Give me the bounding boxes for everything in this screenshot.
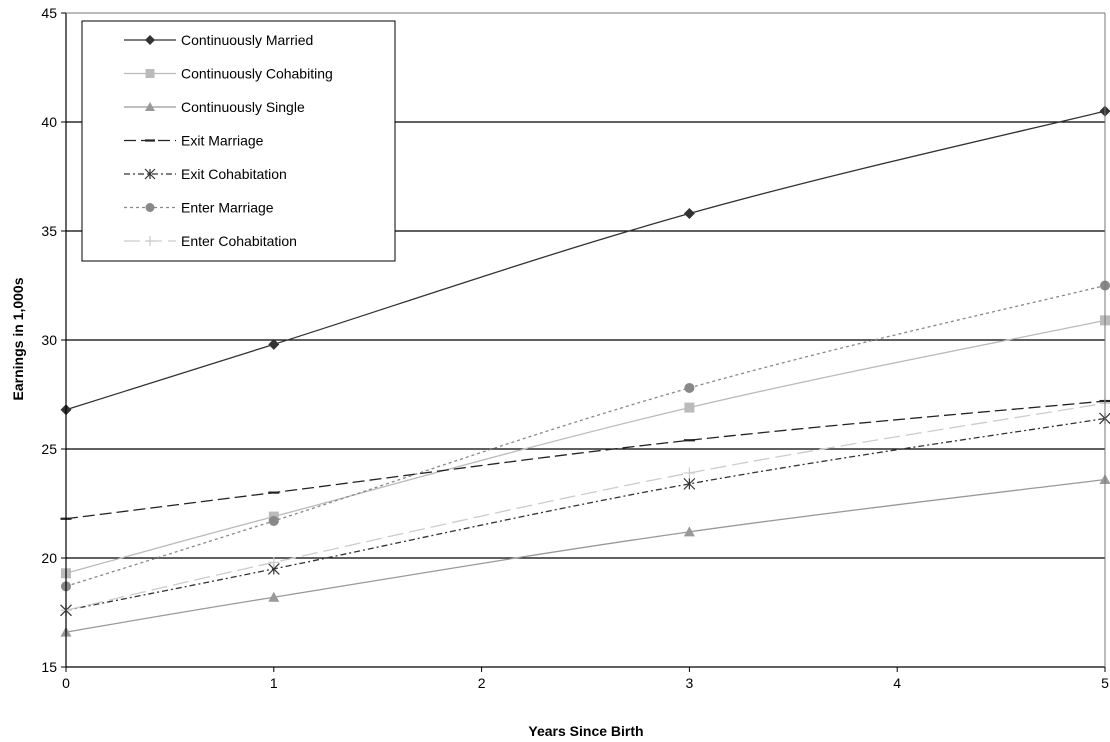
series-line bbox=[65, 478, 1106, 633]
series-line bbox=[65, 417, 1106, 611]
series-exit-marriage bbox=[60, 399, 1110, 520]
legend-label: Continuously Single bbox=[181, 99, 305, 115]
data-point bbox=[268, 591, 280, 602]
series-line bbox=[65, 400, 1106, 520]
legend-label: Exit Marriage bbox=[181, 133, 264, 149]
data-point bbox=[144, 168, 156, 180]
x-tick-label: 5 bbox=[1101, 675, 1109, 691]
y-tick-label: 35 bbox=[41, 223, 57, 239]
data-point bbox=[145, 35, 155, 45]
series-exit-cohabitation bbox=[60, 412, 1110, 617]
data-point bbox=[145, 236, 155, 246]
series-enter-cohabitation bbox=[60, 397, 1110, 616]
y-tick-label: 15 bbox=[41, 659, 57, 675]
x-tick-label: 2 bbox=[478, 675, 486, 691]
legend-entry: Exit Cohabitation bbox=[124, 166, 287, 182]
legend-label: Continuously Married bbox=[181, 32, 313, 48]
data-point bbox=[684, 402, 695, 413]
data-point bbox=[145, 102, 155, 111]
series-continuously-cohabiting bbox=[61, 315, 1110, 579]
legend-entry: Continuously Single bbox=[124, 99, 305, 115]
y-tick-label: 25 bbox=[41, 441, 57, 457]
legend-label: Exit Cohabitation bbox=[181, 166, 287, 182]
series-line bbox=[65, 284, 1106, 587]
series-line bbox=[65, 319, 1106, 574]
data-point bbox=[683, 477, 696, 490]
legend-entry: Enter Marriage bbox=[124, 200, 274, 216]
series-continuously-single bbox=[60, 474, 1110, 637]
data-point bbox=[145, 69, 155, 78]
y-tick-label: 45 bbox=[41, 5, 57, 21]
y-tick-label: 20 bbox=[41, 550, 57, 566]
legend-label: Continuously Cohabiting bbox=[181, 66, 333, 82]
y-tick-label: 40 bbox=[41, 114, 57, 130]
series-line bbox=[65, 110, 1106, 411]
legend-entry: Continuously Cohabiting bbox=[124, 66, 333, 82]
data-point bbox=[683, 467, 695, 479]
legend-label: Enter Cohabitation bbox=[181, 233, 297, 249]
data-point bbox=[268, 338, 280, 350]
y-tick-label: 30 bbox=[41, 332, 57, 348]
legend: Continuously Married Continuously Cohabit… bbox=[81, 20, 396, 262]
data-point bbox=[268, 556, 280, 568]
legend-entry: Exit Marriage bbox=[124, 133, 264, 149]
series-line bbox=[65, 402, 1106, 611]
x-tick-label: 0 bbox=[62, 675, 70, 691]
data-point bbox=[268, 515, 279, 526]
data-point bbox=[145, 203, 155, 212]
data-point bbox=[684, 382, 695, 393]
x-tick-label: 1 bbox=[270, 675, 278, 691]
legend-entry: Continuously Married bbox=[124, 32, 313, 48]
x-tick-label: 3 bbox=[686, 675, 694, 691]
legend-entry: Enter Cohabitation bbox=[124, 233, 297, 249]
series-lines bbox=[60, 105, 1110, 637]
legend-label: Enter Marriage bbox=[181, 200, 274, 216]
series-enter-marriage bbox=[61, 280, 1110, 592]
y-axis-title: Earnings in 1,000s bbox=[10, 277, 26, 400]
x-tick-label: 4 bbox=[893, 675, 901, 691]
data-point bbox=[683, 526, 695, 537]
x-axis-title: Years Since Birth bbox=[528, 723, 643, 739]
data-point bbox=[683, 208, 695, 220]
